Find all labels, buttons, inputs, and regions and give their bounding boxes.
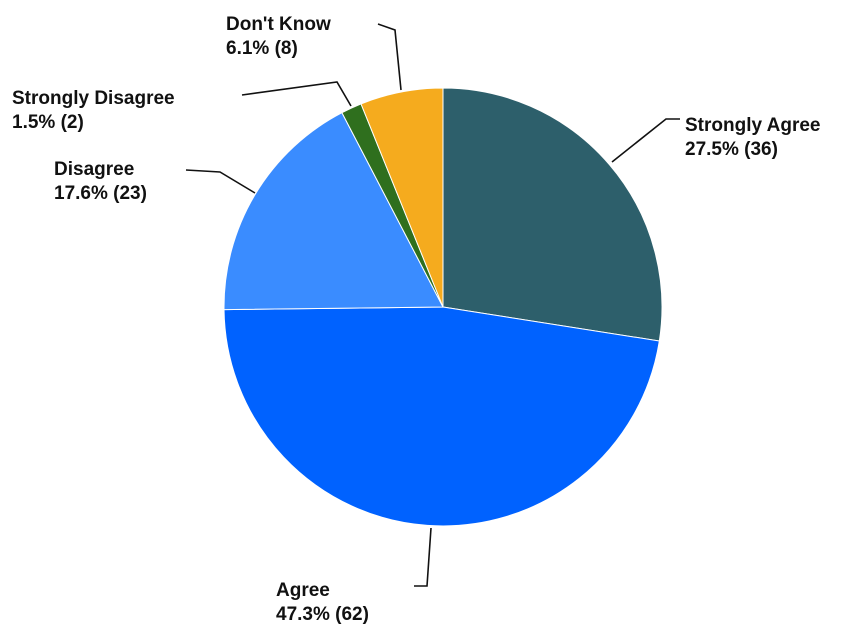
slice-value-strongly-disagree: 1.5% (2) [12,112,84,133]
slice-value-strongly-agree: 27.5% (36) [685,139,778,160]
slice-label-strongly-disagree: Strongly Disagree [12,88,175,109]
pie-slice-disagree [223,112,444,311]
slice-label-disagree: Disagree [54,159,134,180]
slice-label-agree: Agree [276,580,330,601]
slice-label-strongly-agree: Strongly Agree [685,115,821,136]
pie-slice-don-t-know [360,87,444,308]
pie-slice-agree [223,306,660,527]
slice-labels: Strongly Agree 27.5% (36) Agree 47.3% (62) D… [12,14,821,625]
leader-lines [185,23,680,587]
leader-line-disagree [185,169,256,194]
slice-label-don-t-know: Don't Know [226,14,331,35]
leader-line-agree [414,527,432,587]
leader-line-don-t-know [377,23,402,91]
slice-value-don-t-know: 6.1% (8) [226,38,298,59]
slice-value-disagree: 17.6% (23) [54,183,147,204]
leader-line-strongly-disagree [241,81,352,107]
leader-line-strongly-agree [611,118,680,163]
pie-slice-strongly-agree [442,87,663,342]
pie-slices [223,87,663,527]
slice-value-agree: 47.3% (62) [276,604,369,625]
